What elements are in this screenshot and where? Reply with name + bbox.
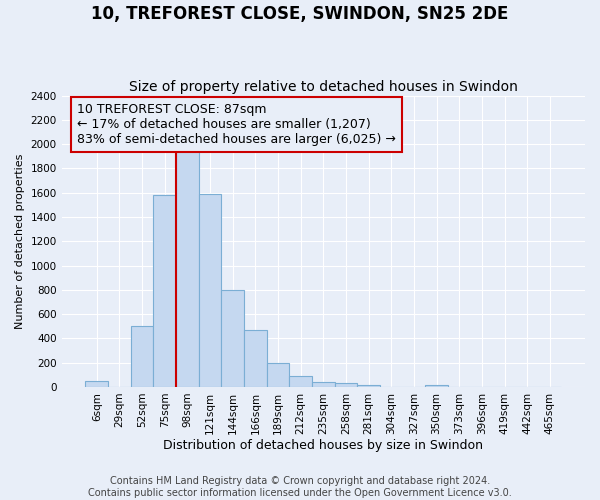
Bar	[131, 326, 154, 387]
Text: 10 TREFOREST CLOSE: 87sqm
← 17% of detached houses are smaller (1,207)
83% of se: 10 TREFOREST CLOSE: 87sqm ← 17% of detac…	[77, 103, 396, 146]
Text: Contains HM Land Registry data © Crown copyright and database right 2024.
Contai: Contains HM Land Registry data © Crown c…	[88, 476, 512, 498]
Bar	[176, 150, 199, 387]
Title: Size of property relative to detached houses in Swindon: Size of property relative to detached ho…	[129, 80, 518, 94]
Bar	[221, 290, 244, 387]
Bar	[154, 195, 176, 387]
Bar	[425, 385, 448, 387]
Bar	[289, 376, 312, 387]
Bar	[244, 330, 266, 387]
Y-axis label: Number of detached properties: Number of detached properties	[15, 154, 25, 329]
Bar	[85, 381, 108, 387]
Bar	[312, 382, 335, 387]
Bar	[358, 384, 380, 387]
Text: 10, TREFOREST CLOSE, SWINDON, SN25 2DE: 10, TREFOREST CLOSE, SWINDON, SN25 2DE	[91, 5, 509, 23]
X-axis label: Distribution of detached houses by size in Swindon: Distribution of detached houses by size …	[163, 440, 484, 452]
Bar	[266, 362, 289, 387]
Bar	[335, 384, 358, 387]
Bar	[199, 194, 221, 387]
